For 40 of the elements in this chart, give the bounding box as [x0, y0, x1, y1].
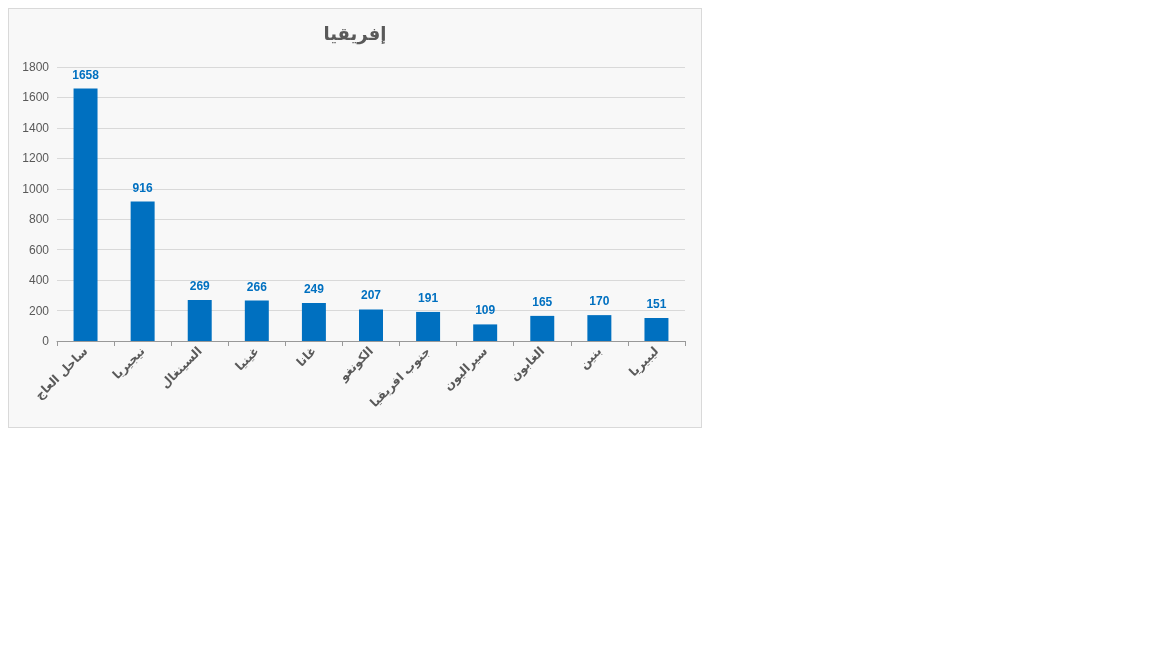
bar	[587, 315, 612, 341]
y-tick-label: 800	[28, 212, 50, 227]
y-tick-label: 1000	[22, 181, 50, 196]
x-tick-label: ليبيريا	[626, 344, 662, 380]
data-label: 165	[532, 294, 553, 309]
y-tick-label: 1400	[22, 120, 50, 135]
x-tick-label: سيراليون	[441, 344, 491, 394]
bar	[244, 300, 269, 341]
data-label: 269	[189, 279, 211, 294]
x-tick-label: السينغال	[157, 344, 205, 391]
y-tick-label: 400	[28, 273, 50, 288]
x-tick-label: بنين	[576, 344, 605, 372]
data-label: 916	[132, 180, 153, 195]
bar	[187, 300, 212, 341]
bar	[130, 201, 155, 341]
chart-title: إفريقيا	[323, 22, 387, 45]
bar	[301, 303, 326, 341]
data-label: 1658	[72, 67, 100, 82]
data-label: 170	[589, 294, 610, 309]
bar	[359, 309, 383, 341]
data-label: 249	[303, 282, 325, 297]
data-label: 151	[646, 297, 667, 312]
data-label: 266	[246, 279, 268, 294]
x-tick-label: الغابون	[507, 344, 548, 385]
x-tick-label: غينيا	[232, 344, 262, 374]
bar	[530, 315, 555, 341]
bar	[644, 318, 669, 341]
y-tick-label: 1200	[22, 151, 50, 166]
y-tick-label: 1600	[22, 90, 50, 105]
bar	[473, 324, 498, 341]
data-label: 109	[475, 303, 496, 318]
x-tick-label: غانا	[293, 344, 319, 370]
x-tick-label: نيجيريا	[109, 344, 148, 382]
bar	[73, 88, 98, 341]
data-label: 191	[418, 290, 439, 305]
data-label: 207	[360, 288, 382, 303]
y-tick-label: 1800	[22, 60, 50, 74]
y-tick-label: 600	[28, 242, 50, 257]
y-tick-label: 200	[28, 303, 50, 318]
bar	[416, 311, 441, 341]
